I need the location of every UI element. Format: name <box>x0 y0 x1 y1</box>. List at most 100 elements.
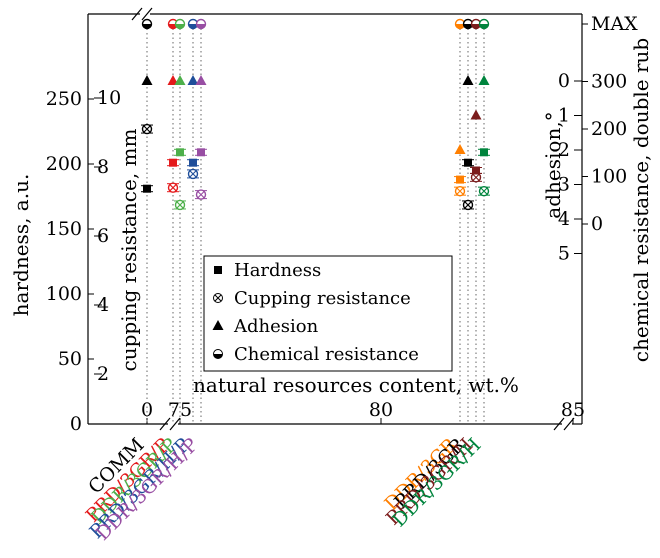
axis-break-mark <box>563 417 575 431</box>
chemical-point-half <box>479 24 489 29</box>
cupping-point-cross <box>143 125 151 133</box>
chemical-point-half <box>471 24 481 29</box>
chemical-point <box>141 18 153 30</box>
legend-marker <box>213 354 223 359</box>
cupping-axis-label: cupping resistance, mm <box>117 128 141 371</box>
x-tick-label: 80 <box>369 399 393 421</box>
chemical-point-half <box>142 24 152 29</box>
cupping-point-cross <box>169 184 177 192</box>
cupping-point <box>167 182 179 193</box>
cupping-point-cross <box>176 201 184 209</box>
hardness-point <box>456 175 464 184</box>
chemical-axis-label: chemical resistance, double rub <box>629 38 653 362</box>
hardness-tick-label: 0 <box>70 413 82 435</box>
hardness-axis-label: hardness, a.u. <box>9 174 33 317</box>
hardness-tick-label: 200 <box>46 153 82 175</box>
adhesion-tick-label: 3 <box>558 174 570 196</box>
adhesion-point <box>470 109 482 120</box>
chemical-tick-label: MAX <box>591 13 638 35</box>
axis-break-mark <box>141 7 153 21</box>
x-tick-label: 0 <box>141 399 153 421</box>
axes: 0501001502002502468100123450100200300MAX… <box>9 13 653 435</box>
cupping-point-cross <box>472 173 480 181</box>
hardness-point <box>197 148 205 157</box>
cupping-tick-label: 10 <box>97 87 121 109</box>
axis-break-mark <box>169 417 181 431</box>
cupping-point <box>454 185 466 197</box>
hardness-point <box>464 158 472 167</box>
cupping-point-cross <box>197 191 205 198</box>
cupping-tick-label: 8 <box>97 156 109 178</box>
cupping-point <box>174 199 186 211</box>
adhesion-point <box>141 75 153 85</box>
hardness-point <box>169 158 177 167</box>
x-tick-label: 75 <box>168 399 192 421</box>
legend-label: Adhesion <box>233 316 319 337</box>
plot-frame <box>87 7 583 431</box>
hardness-point <box>176 148 184 157</box>
chemical-point <box>195 18 207 30</box>
cupping-point <box>195 189 207 200</box>
axis-break-mark <box>159 417 171 431</box>
cupping-point <box>141 123 153 135</box>
adhesion-point <box>187 75 199 85</box>
cupping-tick-label: 6 <box>97 225 109 247</box>
adhesion-point <box>167 75 179 85</box>
legend-label: Cupping resistance <box>234 288 411 309</box>
data-marks <box>141 18 490 211</box>
chemical-point <box>187 18 199 30</box>
chemical-point-half <box>455 24 465 29</box>
cupping-point-cross <box>480 187 488 195</box>
adhesion-point <box>454 144 466 154</box>
legend-marker <box>214 266 222 274</box>
hardness-point <box>143 184 151 193</box>
legend-label: Chemical resistance <box>234 344 419 365</box>
axis-break-mark <box>131 7 143 21</box>
hardness-point <box>480 148 488 157</box>
chemical-point <box>478 18 490 30</box>
adhesion-tick-label: 0 <box>558 70 570 92</box>
cupping-point-cross <box>456 187 464 195</box>
chemical-point-half <box>463 24 473 29</box>
adhesion-point <box>174 75 186 85</box>
chemical-point <box>174 18 186 30</box>
cupping-point-cross <box>189 170 197 178</box>
adhesion-tick-label: 4 <box>558 208 570 230</box>
chemical-point-half <box>196 24 206 29</box>
chemical-tick-label: 100 <box>591 166 627 188</box>
legend-marker <box>212 320 224 330</box>
drop-lines <box>146 24 485 424</box>
cupping-point <box>462 199 474 211</box>
chemical-tick-label: 0 <box>591 213 603 235</box>
sample-labels: COMMPRD/3GR/PDDR/3GR/PPRD/3GR/H/PDDR/3GR… <box>82 433 486 544</box>
axis-break-mark <box>553 417 565 431</box>
chemical-tick-label: 200 <box>591 118 627 140</box>
cupping-point <box>187 168 199 180</box>
chemical-tick-label: 300 <box>591 71 627 93</box>
adhesion-point <box>478 75 490 85</box>
legend-label: Hardness <box>234 260 321 281</box>
hardness-point <box>472 166 480 175</box>
hardness-tick-label: 150 <box>46 218 82 240</box>
cupping-point-cross <box>464 201 472 209</box>
adhesion-axis-label: adhesion,° <box>541 111 565 218</box>
adhesion-tick-label: 2 <box>558 139 570 161</box>
hardness-tick-label: 250 <box>46 88 82 110</box>
hardness-tick-label: 50 <box>58 348 82 370</box>
cupping-point <box>478 185 490 197</box>
hardness-tick-label: 100 <box>46 283 82 305</box>
x-tick-label: 85 <box>561 399 585 421</box>
x-axis-label: natural resources content, wt.% <box>193 373 519 397</box>
adhesion-tick-label: 5 <box>558 243 570 265</box>
legend: Hardness Cupping resistance Adhesion Chemic… <box>203 255 453 372</box>
cupping-tick-label: 4 <box>97 294 109 316</box>
adhesion-point <box>462 75 474 85</box>
chemical-point-half <box>175 24 185 29</box>
cupping-tick-label: 2 <box>97 363 109 385</box>
chemical-point-half <box>188 24 198 29</box>
hardness-point <box>189 158 197 167</box>
adhesion-tick-label: 1 <box>558 105 570 127</box>
legend-marker <box>214 294 222 302</box>
adhesion-point <box>195 75 207 85</box>
